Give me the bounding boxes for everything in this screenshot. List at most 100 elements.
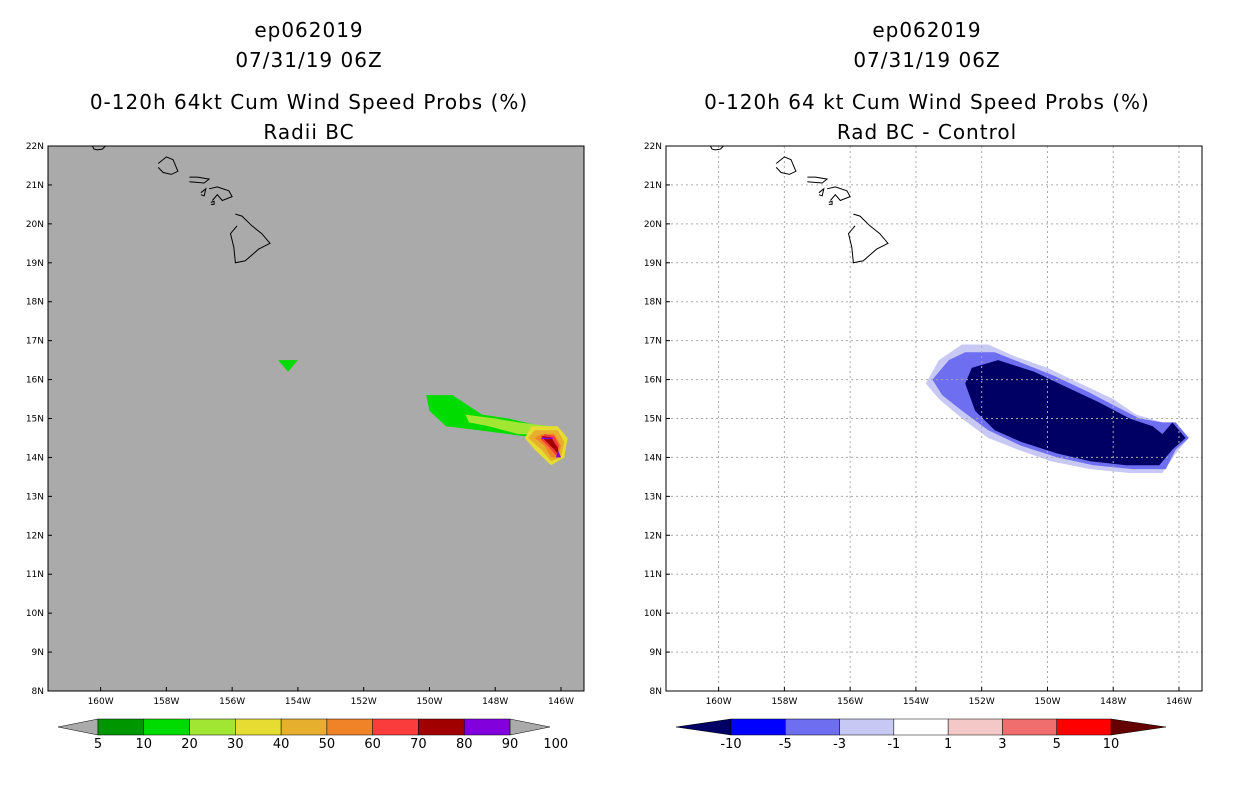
y-tick-label: 9N (32, 648, 44, 658)
y-tick-label: 20N (26, 220, 44, 230)
x-tick-label: 146W (1166, 697, 1192, 707)
x-tick-label: 150W (1034, 697, 1060, 707)
y-tick-label: 13N (26, 492, 44, 502)
right-chart: 160W 158W 156W 154W 152W 150W 148W 146W 8N 9N 10N 1… (644, 142, 1203, 752)
colorbar-label: -5 (779, 737, 792, 752)
y-tick-label: 14N (26, 453, 44, 463)
y-tick-label: 17N (644, 337, 662, 347)
contour-5 (235, 329, 571, 473)
y-tick-label: 12N (26, 531, 44, 541)
datetime-title: 07/31/19 06Z (853, 48, 1001, 72)
x-tick-label: 158W (771, 697, 797, 707)
coastline (91, 145, 106, 151)
contour-80 (541, 437, 553, 440)
y-tick-label: 20N (644, 220, 662, 230)
x-tick-label: 148W (482, 697, 508, 707)
y-tick-label: 15N (26, 415, 44, 425)
coastline (828, 200, 833, 205)
colorbar-label: 60 (364, 737, 381, 752)
y-tick-label: 16N (26, 376, 44, 386)
coastline (818, 187, 825, 197)
contour-10 (278, 360, 298, 372)
coastline (157, 156, 179, 175)
storm-id-title: ep062019 (254, 18, 364, 42)
y-tick-label: 12N (644, 531, 662, 541)
colorbar-label: 100 (543, 737, 568, 752)
y-tick-label: 11N (644, 570, 662, 580)
right-panel: ep062019 07/31/19 06Z 0-120h 64 kt Cum W… (618, 0, 1236, 800)
colorbar-segment (418, 718, 465, 736)
coastline (189, 176, 211, 184)
coastline (229, 213, 271, 264)
colorbar-segment (280, 718, 328, 736)
coastline (210, 200, 215, 205)
colorbar-label: 50 (319, 737, 336, 752)
colorbar-segment (893, 718, 949, 736)
coastline (775, 156, 797, 175)
y-tick-label: 10N (644, 609, 662, 619)
coastline (200, 187, 207, 197)
y-tick-label: 11N (26, 570, 44, 580)
x-tick-label: 160W (706, 697, 732, 707)
coastline (807, 176, 829, 184)
colorbar-segment (1002, 718, 1057, 736)
x-tick-label: 160W (88, 697, 114, 707)
y-tick-label: 22N (26, 142, 44, 152)
y-tick-label: 22N (644, 142, 662, 152)
colorbar-segment (730, 718, 786, 736)
storm-id-title: ep062019 (872, 18, 982, 42)
colorbar-label: -1 (887, 737, 900, 752)
datetime-title: 07/31/19 06Z (235, 48, 383, 72)
x-tick-label: 156W (219, 697, 245, 707)
y-tick-label: 8N (650, 687, 662, 697)
x-tick-label: 154W (903, 697, 929, 707)
y-tick-label: 17N (26, 337, 44, 347)
colorbar-segment (189, 718, 236, 736)
x-tick-label: 152W (969, 697, 995, 707)
colorbar-segment (372, 718, 419, 736)
contour-70 (541, 436, 560, 456)
subtitle: Rad BC - Control (836, 120, 1018, 144)
colorbar-segment (839, 718, 895, 736)
left-chart: 160W 158W 156W 154W 152W 150W 148W 146W 8N 9N 10N 1… (26, 142, 585, 752)
y-tick-label: 21N (26, 181, 44, 191)
y-tick-label: 15N (644, 415, 662, 425)
x-tick-label: 156W (837, 697, 863, 707)
x-tick-label: 146W (548, 697, 574, 707)
product-title: 0-120h 64 kt Cum Wind Speed Probs (%) (704, 90, 1150, 114)
contour--10 (965, 360, 1186, 466)
colorbar-label: 70 (410, 737, 427, 752)
colorbar-segment (235, 718, 282, 736)
colorbar-label: 1 (944, 737, 952, 752)
x-tick-label: 158W (153, 697, 179, 707)
colorbar-label: -3 (833, 737, 846, 752)
y-tick-label: 10N (26, 609, 44, 619)
colorbar-segment (143, 718, 190, 736)
colorbar-label: 10 (136, 737, 153, 752)
y-tick-label: 8N (32, 687, 44, 697)
colorbar-label: 90 (502, 737, 519, 752)
colorbar-label: 3 (998, 737, 1006, 752)
y-tick-label: 16N (644, 376, 662, 386)
colorbar-end-high (509, 718, 551, 736)
y-tick-label: 18N (644, 298, 662, 308)
colorbar-segment (947, 718, 1003, 736)
contour-90 (556, 449, 561, 458)
y-tick-label: 14N (644, 453, 662, 463)
colorbar-label: 30 (227, 737, 244, 752)
y-tick-label: 13N (644, 492, 662, 502)
product-title: 0-120h 64kt Cum Wind Speed Probs (%) (89, 90, 529, 114)
colorbar-label: 40 (273, 737, 290, 752)
colorbar-label: 10 (1103, 737, 1120, 752)
y-tick-label: 19N (26, 259, 44, 269)
coastline (826, 186, 851, 202)
y-tick-label: 18N (26, 298, 44, 308)
coastline (208, 186, 233, 202)
colorbar-segment (463, 718, 511, 736)
colorbar-segment (785, 718, 840, 736)
colorbar-segment (326, 718, 373, 736)
x-tick-label: 150W (416, 697, 442, 707)
colorbar-end-low (57, 718, 99, 736)
x-tick-label: 148W (1100, 697, 1126, 707)
colorbar-label: 20 (181, 737, 198, 752)
